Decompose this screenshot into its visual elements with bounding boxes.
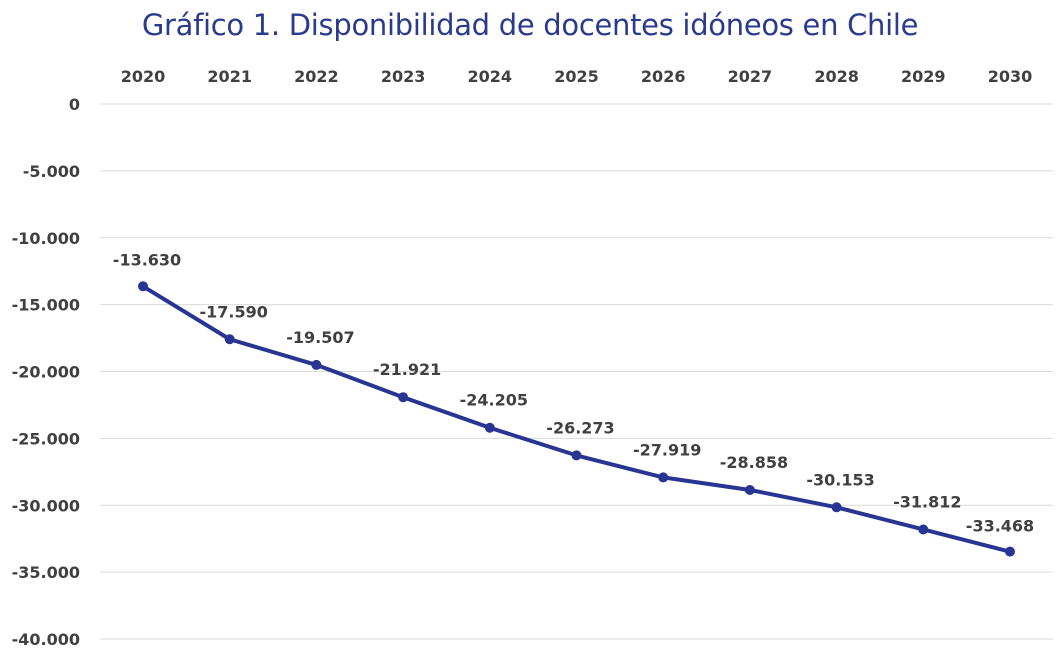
x-tick-label: 2023 xyxy=(381,67,426,86)
data-label: -21.921 xyxy=(373,360,441,379)
data-point xyxy=(138,281,148,292)
data-point xyxy=(831,502,842,513)
x-tick-label: 2026 xyxy=(641,67,686,86)
x-tick-label: 2025 xyxy=(554,67,599,86)
data-point xyxy=(658,472,669,483)
data-label: -19.507 xyxy=(286,328,354,347)
x-tick-label: 2030 xyxy=(988,67,1033,86)
data-label: -28.858 xyxy=(720,453,788,472)
y-tick-label: -40.000 xyxy=(12,630,80,649)
y-tick-label: -20.000 xyxy=(12,363,80,382)
y-tick-label: -35.000 xyxy=(12,563,80,582)
data-label: -33.468 xyxy=(966,517,1034,536)
y-tick-label: -25.000 xyxy=(12,429,80,448)
data-point xyxy=(918,524,929,535)
data-label: -24.205 xyxy=(460,391,528,410)
data-point xyxy=(744,484,755,495)
data-point xyxy=(224,334,235,345)
x-axis-tick-labels: 2020 2021 2022 2023 2024 2025 2026 2027 2028 2029… xyxy=(121,67,1033,86)
x-tick-label: 2022 xyxy=(294,67,339,86)
data-label: -26.273 xyxy=(546,418,614,437)
data-point xyxy=(398,392,409,403)
x-tick-label: 2020 xyxy=(121,67,166,86)
x-tick-label: 2028 xyxy=(814,67,859,86)
y-tick-label: -10.000 xyxy=(12,229,80,248)
data-point xyxy=(484,422,495,433)
data-labels: -13.630 -17.590 -19.507 -21.921 -24.205 -26.2… xyxy=(113,250,1034,535)
data-point xyxy=(1005,546,1015,557)
y-tick-label: -15.000 xyxy=(12,296,80,315)
data-point xyxy=(311,359,322,370)
gridlines xyxy=(100,103,1053,640)
data-points xyxy=(138,281,1015,557)
data-label: -17.590 xyxy=(200,302,268,321)
data-point xyxy=(571,450,582,461)
chart-title: Gráfico 1. Disponibilidad de docentes id… xyxy=(141,8,919,42)
x-tick-label: 2021 xyxy=(207,67,252,86)
y-tick-label: -5.000 xyxy=(23,162,80,181)
data-label: -13.630 xyxy=(113,250,181,269)
y-axis-tick-labels: 0 -5.000 -10.000 -15.000 -20.000 -25.000 -30.0… xyxy=(12,95,80,649)
y-tick-label: -30.000 xyxy=(12,496,80,515)
x-tick-label: 2029 xyxy=(901,67,946,86)
data-label: -30.153 xyxy=(806,470,874,489)
data-label: -31.812 xyxy=(893,492,961,511)
y-tick-label: 0 xyxy=(69,95,80,114)
x-tick-label: 2027 xyxy=(728,67,773,86)
data-label: -27.919 xyxy=(633,440,701,459)
x-tick-label: 2024 xyxy=(468,67,513,86)
